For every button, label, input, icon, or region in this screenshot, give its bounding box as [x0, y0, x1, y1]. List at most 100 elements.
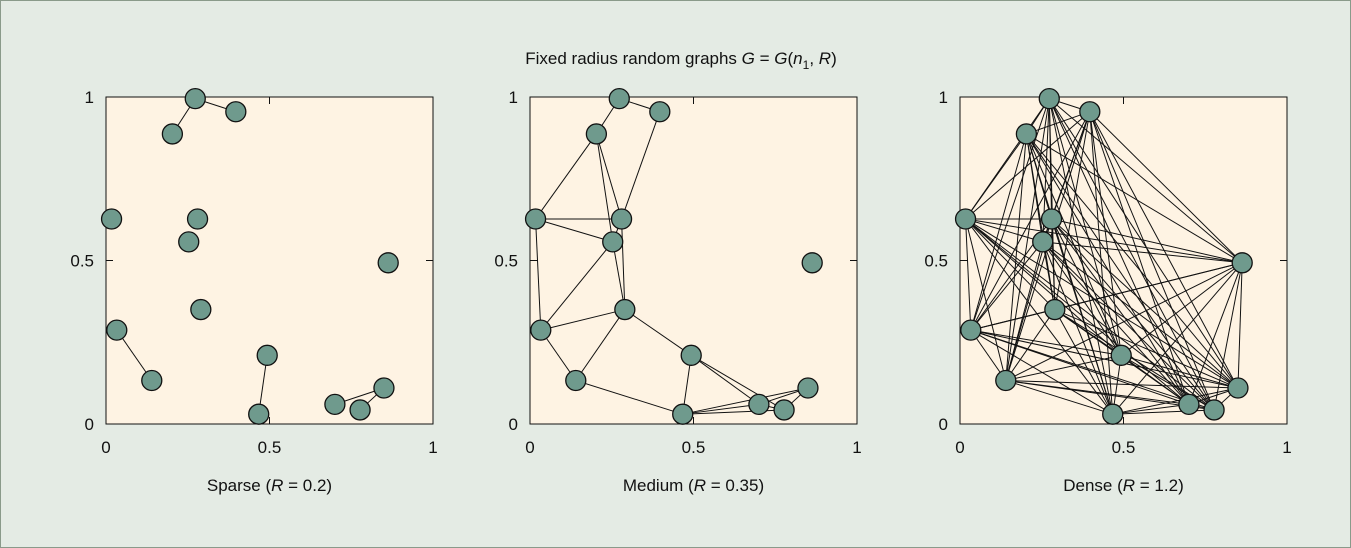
- graph-edge: [1005, 309, 1056, 381]
- graph-node: [602, 231, 624, 253]
- graph-edge: [1048, 98, 1239, 389]
- graph-node: [186, 208, 209, 230]
- y-tick-label: 0.5: [494, 252, 518, 271]
- nodes-group: [954, 87, 1253, 425]
- panel-label-r: R: [694, 476, 706, 495]
- panel-label: Sparse (R = 0.2): [207, 476, 332, 495]
- graph-edge: [1051, 218, 1056, 310]
- graph-edge: [1005, 380, 1238, 389]
- graph-edge: [1048, 98, 1215, 411]
- graph-node: [349, 399, 371, 421]
- panel-label-post: = 1.2): [1135, 476, 1184, 495]
- graph-edge: [1042, 241, 1239, 389]
- panel-label-pre: Sparse (: [207, 476, 272, 495]
- graph-edge: [965, 218, 1056, 310]
- graph-edge: [1112, 262, 1243, 415]
- graph-node: [248, 403, 270, 425]
- y-tick-label: 0.5: [924, 252, 948, 271]
- graph-node: [184, 87, 206, 110]
- graph-node: [614, 298, 636, 321]
- graph-node: [960, 319, 982, 341]
- graph-edge: [1112, 403, 1189, 415]
- graph-edge: [1042, 241, 1243, 264]
- x-tick-label: 0.5: [682, 438, 706, 457]
- graph-edge: [535, 133, 597, 220]
- graph-node: [530, 319, 552, 341]
- graph-node: [649, 101, 671, 123]
- graph-edge: [970, 241, 1044, 331]
- x-tick-label: 0: [525, 438, 534, 457]
- panel-frame: [529, 96, 858, 425]
- graph-edge: [682, 403, 759, 415]
- graph-edge: [1005, 98, 1050, 381]
- title-open-paren: (: [788, 49, 794, 68]
- graph-node: [1038, 87, 1060, 110]
- graph-edge: [1026, 111, 1090, 135]
- graph-edge: [965, 218, 1243, 264]
- graph-edge: [1051, 218, 1243, 264]
- graph-node: [1178, 393, 1200, 416]
- nodes-group: [524, 87, 823, 425]
- x-tick-label: 0: [955, 438, 964, 457]
- panel-medium: 0 0.5 1 0 0.5 1 Medium (R = 0.35): [494, 87, 862, 495]
- panel-label: Dense (R = 1.2): [1063, 476, 1183, 495]
- graph-node: [225, 101, 247, 123]
- figure-title: Fixed radius random graphs G = G(n1, R): [525, 49, 836, 72]
- graph-edge: [1051, 218, 1190, 405]
- y-tick-label: 1: [85, 88, 94, 107]
- graph-edge: [965, 218, 972, 331]
- graph-edge: [965, 218, 1007, 381]
- graph-node: [1227, 377, 1249, 399]
- graph-edge: [1054, 309, 1239, 389]
- x-tick-label: 0.5: [1112, 438, 1136, 457]
- graph-edge: [575, 380, 683, 415]
- title-symbol-r: R: [819, 49, 831, 68]
- graph-edge: [1048, 98, 1243, 264]
- panel-label-r: R: [271, 476, 283, 495]
- y-tick-label: 1: [509, 88, 518, 107]
- title-symbol-g2: G: [774, 49, 787, 68]
- graph-edge: [1051, 218, 1239, 389]
- graph-edge: [965, 218, 1114, 415]
- x-tick-label: 1: [428, 438, 437, 457]
- graph-node: [797, 377, 819, 399]
- graph-edge: [1051, 218, 1215, 411]
- graph-node: [178, 231, 200, 253]
- graph-edge: [1120, 262, 1243, 356]
- graph-node: [585, 123, 608, 145]
- y-tick-label: 0: [85, 415, 94, 434]
- graph-node: [1079, 101, 1101, 123]
- panel-label-r: R: [1123, 476, 1135, 495]
- x-tick-label: 0: [101, 438, 110, 457]
- graph-node: [1231, 252, 1253, 274]
- y-tick-label: 0: [509, 415, 518, 434]
- graph-edge: [970, 329, 1122, 356]
- graph-edge: [1089, 111, 1190, 405]
- graph-node: [1032, 231, 1054, 253]
- graph-edge: [1005, 241, 1044, 381]
- graph-node: [1110, 344, 1132, 366]
- graph-edge: [1042, 241, 1114, 415]
- graph-edge: [965, 111, 1091, 220]
- graph-edge: [595, 133, 614, 242]
- graph-node: [565, 369, 587, 392]
- graph-node: [954, 208, 977, 230]
- panel-label-pre: Dense (: [1063, 476, 1123, 495]
- graph-node: [1044, 298, 1066, 321]
- graph-node: [995, 369, 1017, 392]
- graph-edge: [621, 111, 661, 220]
- graph-edge: [621, 218, 626, 310]
- nodes-group: [100, 87, 399, 425]
- graph-edge: [1089, 111, 1122, 356]
- graph-edge: [1121, 354, 1239, 389]
- graph-edge: [1112, 387, 1239, 415]
- panel-label-pre: Medium (: [623, 476, 694, 495]
- graph-edge: [965, 218, 1043, 243]
- graph-edge: [595, 133, 623, 220]
- graph-edge: [575, 309, 626, 381]
- graph-node: [748, 393, 770, 416]
- panel-frame: [105, 96, 434, 425]
- graph-edge: [1237, 262, 1243, 389]
